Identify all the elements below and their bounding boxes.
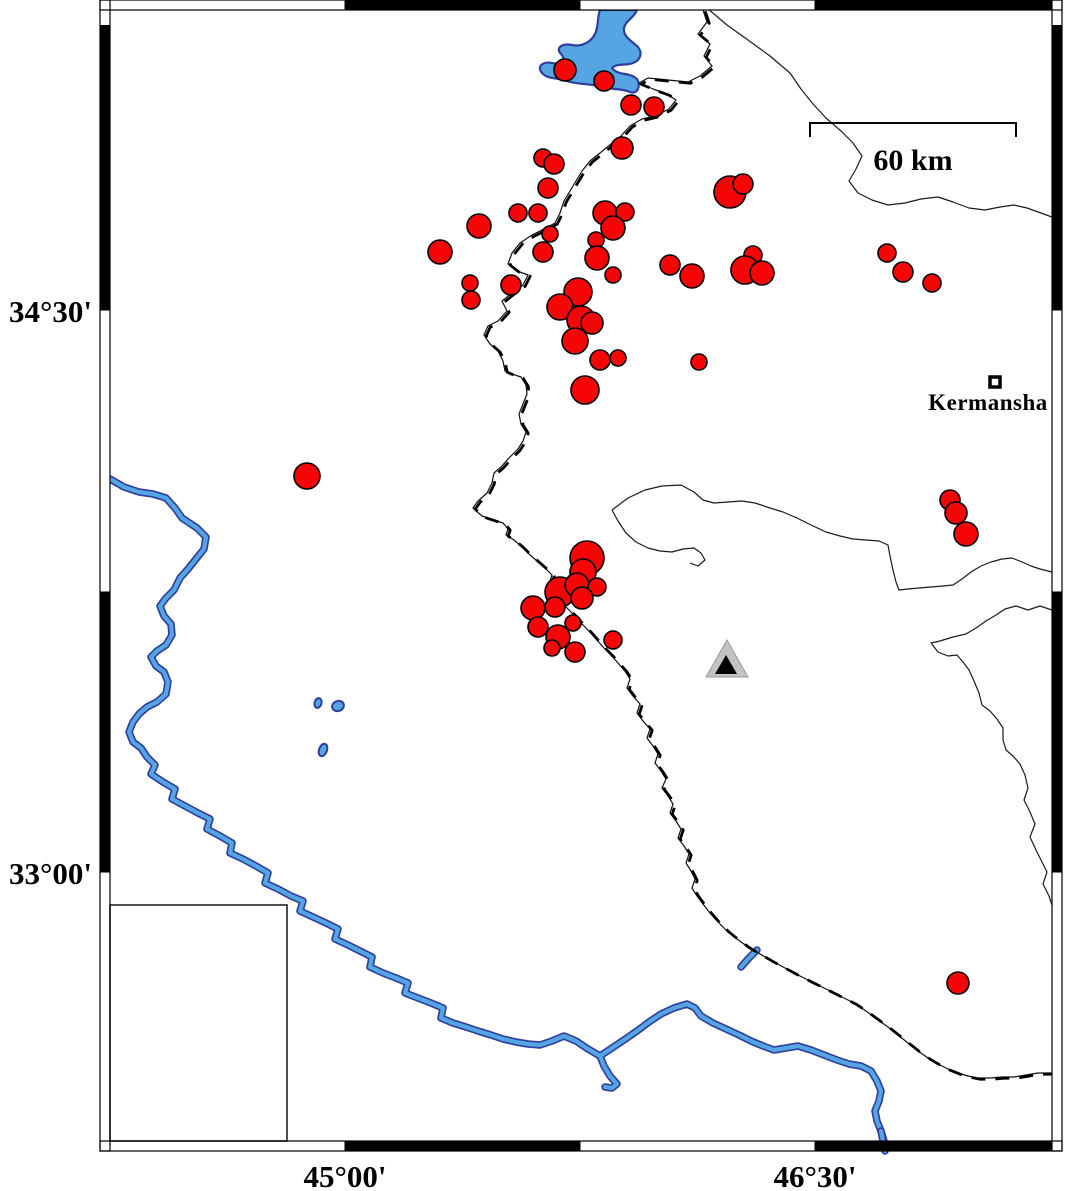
earthquake-marker xyxy=(620,94,642,116)
city-marker-kermansha: Kermansha xyxy=(928,375,1048,415)
earthquake-marker xyxy=(944,501,968,525)
earthquake-marker xyxy=(461,274,479,292)
earthquake-marker xyxy=(561,327,589,355)
earthquake-marker xyxy=(553,58,577,82)
earthquake-marker xyxy=(593,70,615,92)
earthquake-marker xyxy=(541,225,559,243)
earthquake-marker xyxy=(508,203,528,223)
earthquake-marker xyxy=(427,239,453,265)
geography-layer xyxy=(110,10,1052,1141)
province-border xyxy=(930,605,1052,906)
earthquake-marker xyxy=(528,203,548,223)
earthquake-marker xyxy=(564,641,586,663)
earthquake-marker xyxy=(293,462,321,490)
lat-label-34-30: 34°30' xyxy=(9,294,92,329)
city-square-icon xyxy=(988,375,1002,389)
earthquake-marker xyxy=(600,215,626,241)
scale-bar-label: 60 km xyxy=(873,144,952,177)
province-border xyxy=(611,509,706,567)
inset-box xyxy=(109,904,288,1142)
lon-label-46-30: 46°30' xyxy=(773,1159,856,1191)
earthquake-marker xyxy=(461,290,481,310)
earthquake-marker xyxy=(546,293,574,321)
earthquake-marker xyxy=(570,375,600,405)
earthquake-marker xyxy=(690,353,708,371)
earthquake-marker xyxy=(527,616,549,638)
earthquake-marker xyxy=(584,245,610,271)
map-frame xyxy=(99,0,1063,1152)
earthquake-marker xyxy=(732,173,754,195)
earthquake-marker xyxy=(610,136,634,160)
earthquake-marker xyxy=(659,254,681,276)
earthquake-marker xyxy=(537,177,559,199)
scale-bar-line xyxy=(809,122,1017,137)
earthquake-marker xyxy=(570,586,594,610)
earthquake-marker xyxy=(615,202,635,222)
earthquake-marker xyxy=(544,596,566,618)
earthquake-marker xyxy=(543,153,565,175)
earthquake-marker xyxy=(643,96,665,118)
earthquake-marker xyxy=(580,311,604,335)
province-border xyxy=(708,10,1052,218)
river xyxy=(597,1001,887,1141)
river xyxy=(110,476,603,1059)
earthquake-marker xyxy=(922,273,942,293)
earthquake-marker xyxy=(543,639,561,657)
earthquake-marker xyxy=(589,349,611,371)
pond xyxy=(313,697,323,709)
earthquake-marker xyxy=(532,241,554,263)
lat-label-33-00: 33°00' xyxy=(9,856,92,891)
earthquake-marker xyxy=(604,266,622,284)
pond xyxy=(317,742,329,758)
earthquake-marker xyxy=(946,971,970,995)
earthquake-marker xyxy=(587,577,607,597)
province-border xyxy=(611,484,1052,591)
river xyxy=(597,1053,620,1091)
earthquake-marker xyxy=(877,243,897,263)
earthquake-marker xyxy=(953,521,979,547)
scale-bar: 60 km xyxy=(809,122,1017,177)
earthquakes-layer xyxy=(293,58,979,995)
earthquake-marker xyxy=(679,263,705,289)
earthquake-marker xyxy=(749,260,775,286)
city-label: Kermansha xyxy=(928,390,1048,415)
earthquake-marker xyxy=(603,630,623,650)
pond xyxy=(331,699,345,713)
earthquake-marker xyxy=(466,213,492,239)
earthquake-marker xyxy=(564,614,582,632)
lon-label-45-00: 45°00' xyxy=(303,1159,386,1191)
national-border-dashes xyxy=(473,10,1052,1081)
earthquake-marker xyxy=(500,274,522,296)
earthquake-marker xyxy=(609,349,627,367)
earthquake-marker xyxy=(520,595,546,621)
station-triangle-icon xyxy=(705,638,749,678)
river xyxy=(738,947,760,970)
earthquake-marker xyxy=(892,261,914,283)
